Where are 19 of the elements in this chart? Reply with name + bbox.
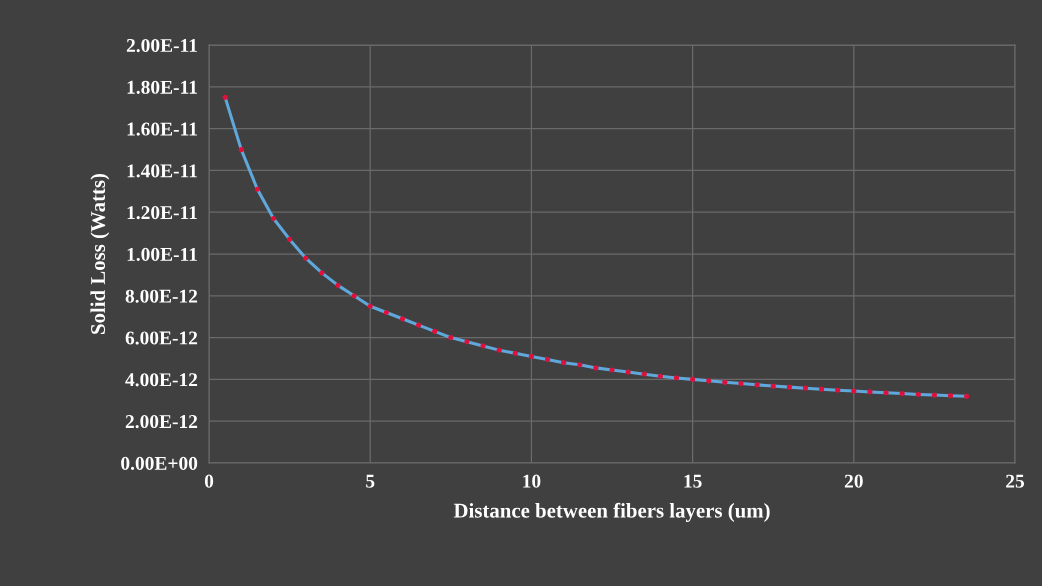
y-tick-label: 2.00E-11 (126, 38, 197, 53)
y-axis-title: Solid Loss (Watts) (90, 173, 110, 334)
y-tick-label: 1.40E-11 (127, 164, 197, 178)
x-tick-label: 0 (204, 474, 214, 488)
y-tick-label: 1.60E-11 (127, 122, 197, 136)
y-tick-label: 1.00E-11 (127, 247, 197, 262)
y-tick-label: 1.20E-11 (127, 206, 197, 220)
x-axis-title: Distance between fibers layers (um) (453, 502, 770, 522)
y-tick-label: 0.00E+00 (121, 456, 198, 470)
y-tick-label: 6.00E-12 (125, 331, 198, 345)
y-tick-label: 1.80E-11 (127, 80, 197, 94)
x-tick-label: 5 (366, 474, 375, 488)
y-tick-label: 4.00E-12 (125, 373, 198, 387)
x-tick-label: 25 (1006, 474, 1025, 488)
x-tick-label: 20 (844, 474, 863, 488)
x-tick-label: 10 (523, 474, 541, 488)
x-tick-label: 15 (684, 474, 702, 488)
y-tick-label: 2.00E-12 (125, 414, 198, 429)
y-tick-label: 8.00E-12 (125, 289, 198, 303)
